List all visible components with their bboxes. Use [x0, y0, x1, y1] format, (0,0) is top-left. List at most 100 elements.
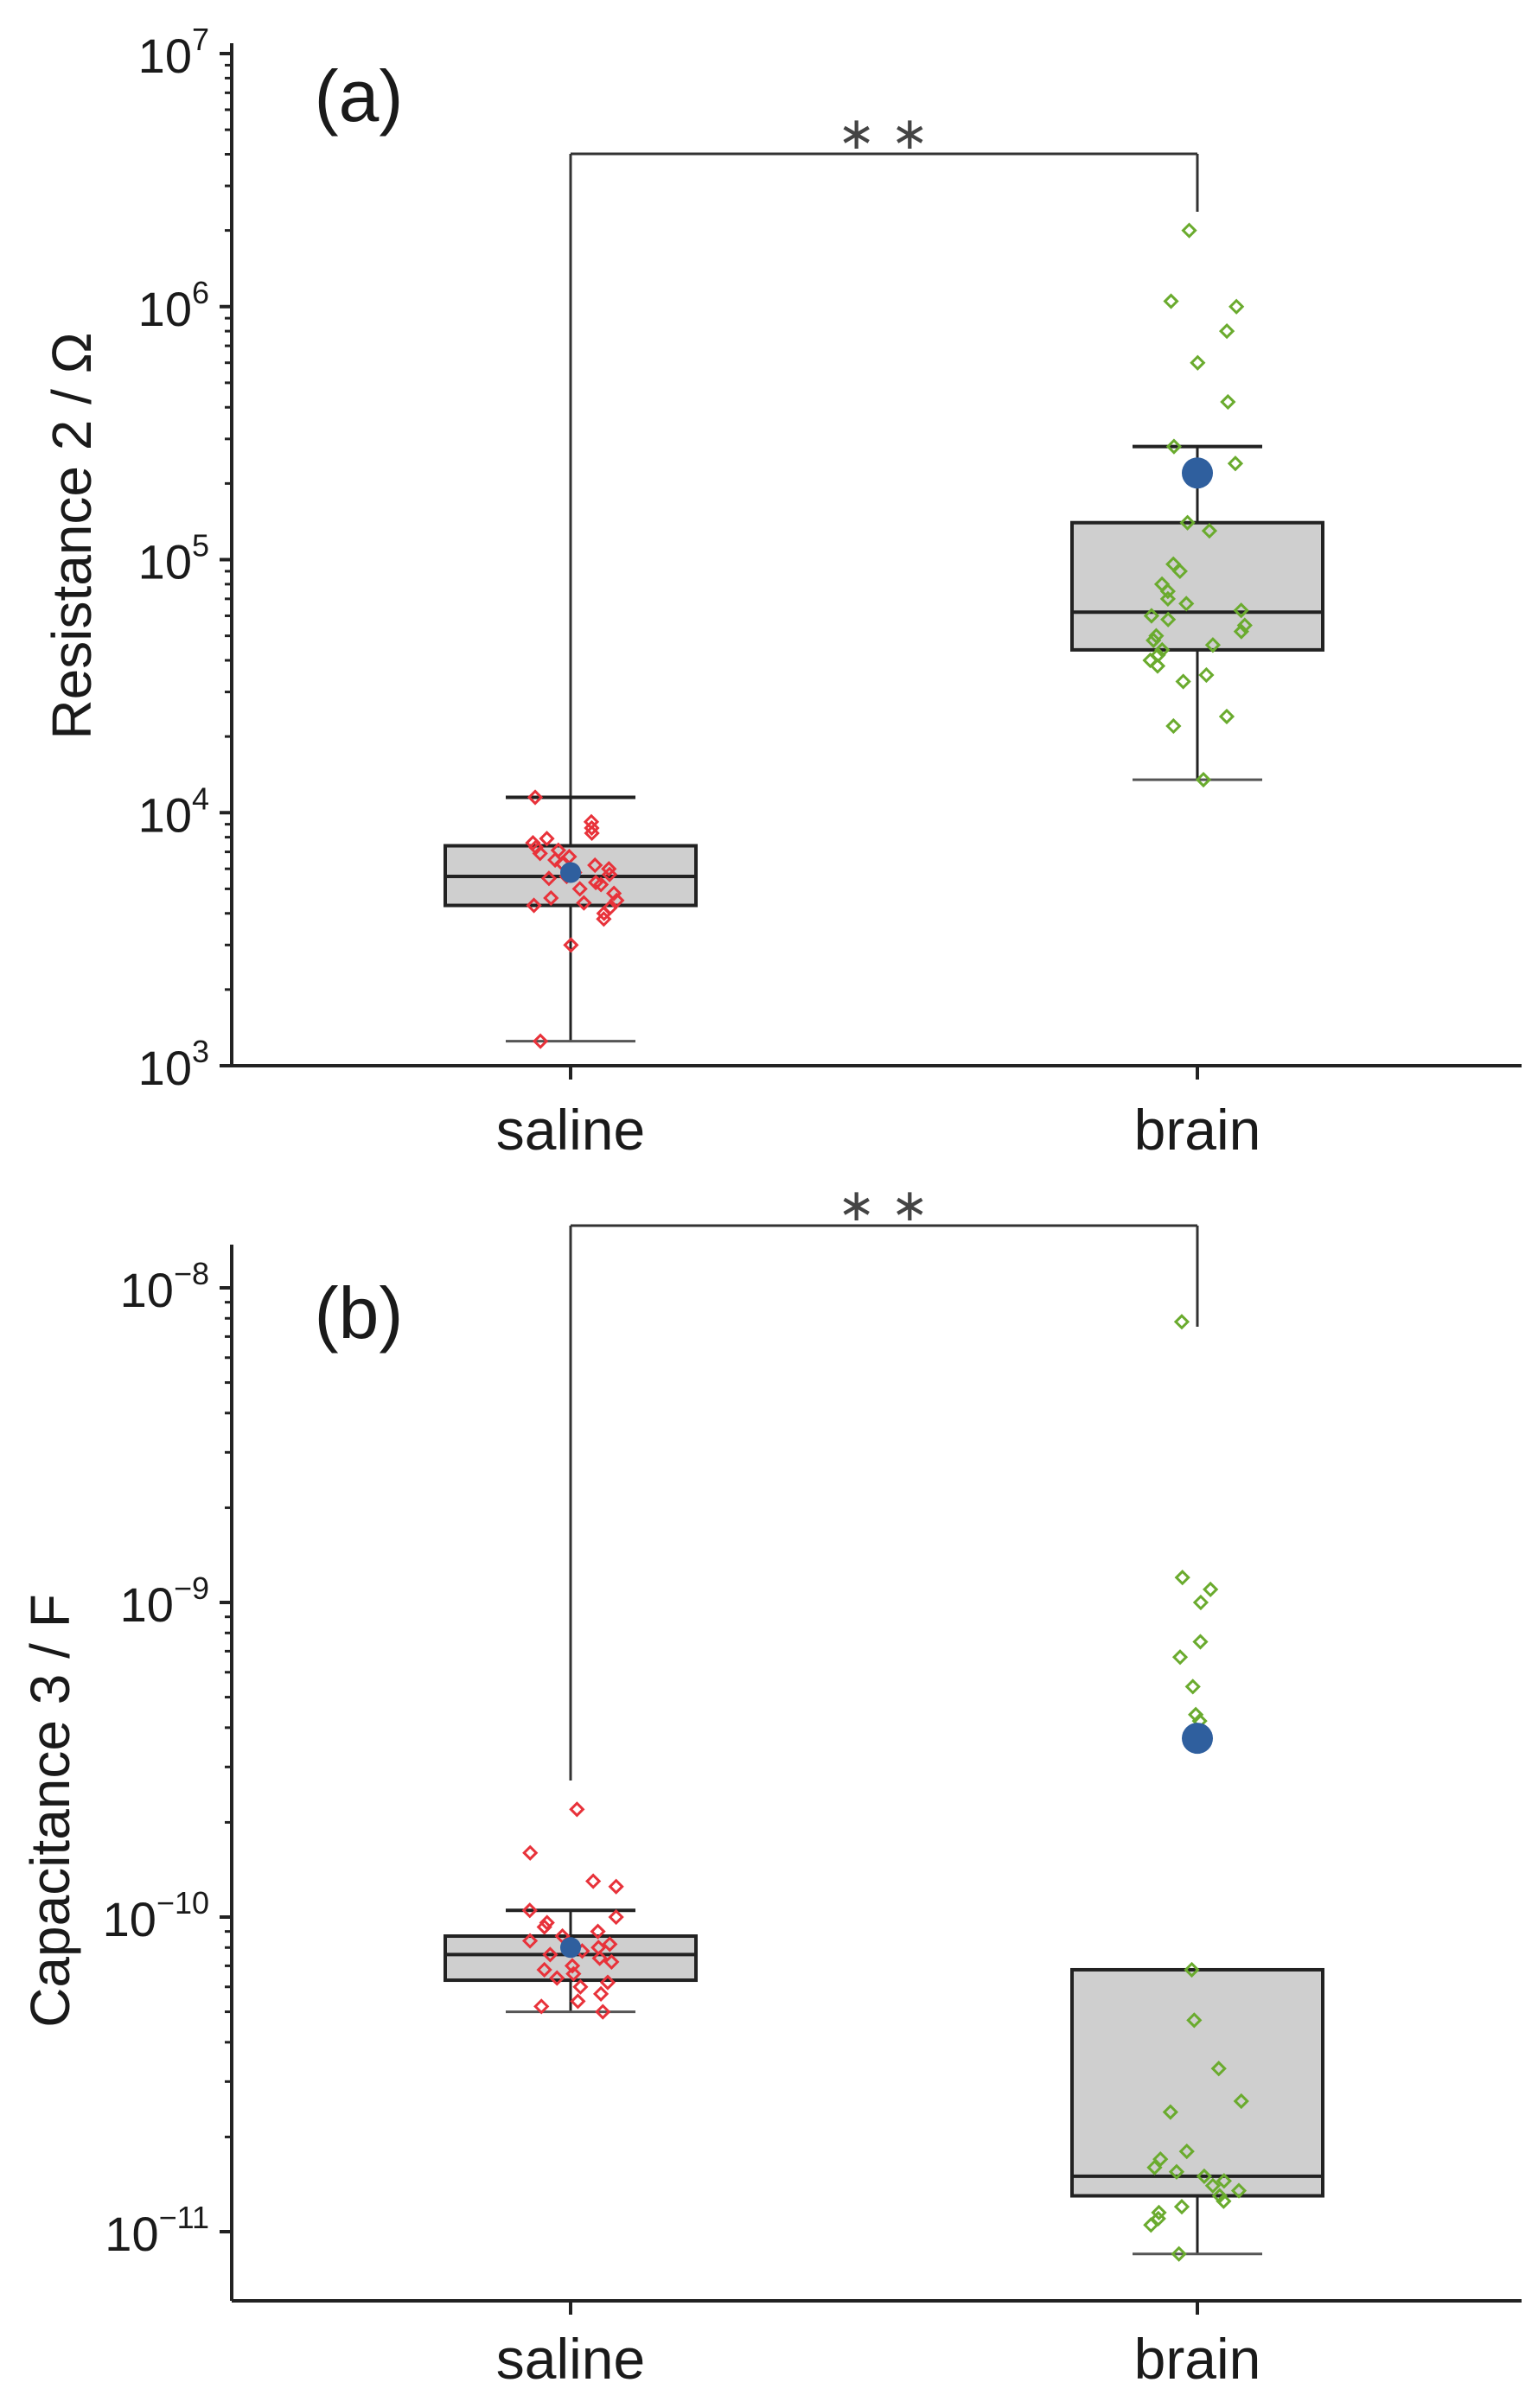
- y-tick-exponent: 4: [192, 780, 209, 816]
- data-point: [1171, 2246, 1187, 2262]
- data-point: [526, 789, 544, 806]
- data-point: [542, 1946, 558, 1963]
- data-point: [539, 1914, 555, 1931]
- box-iqr: [1070, 1967, 1324, 2198]
- x-tick-label-brain: brain: [1134, 1098, 1261, 1162]
- y-tick-exponent: 5: [192, 528, 209, 564]
- data-point: [1148, 627, 1165, 644]
- data-point: [576, 895, 592, 911]
- data-point: [1228, 298, 1245, 315]
- data-point: [1227, 455, 1244, 472]
- data-point: [590, 1923, 606, 1940]
- data-point: [1192, 1634, 1209, 1650]
- x-tick-label-saline: saline: [496, 1098, 645, 1162]
- data-point: [602, 900, 618, 916]
- data-point: [533, 1998, 550, 2015]
- data-point: [1210, 2061, 1227, 2077]
- y-tick-label: 10−10: [103, 1885, 209, 1946]
- y-tick-label: 10−9: [120, 1570, 209, 1632]
- data-point: [522, 1844, 539, 1861]
- data-point: [590, 1940, 607, 1956]
- data-point: [527, 839, 545, 856]
- data-point: [540, 870, 558, 887]
- significance-label: ∗∗: [838, 109, 944, 159]
- y-tick-exponent: 7: [192, 22, 209, 57]
- y-tick-exponent: 6: [192, 275, 209, 310]
- data-point: [1195, 771, 1212, 788]
- data-point: [1179, 514, 1196, 531]
- x-tick-label-brain: brain: [1134, 2327, 1261, 2391]
- data-point: [1203, 1581, 1219, 1598]
- data-point: [1233, 2093, 1249, 2110]
- data-point: [1153, 576, 1171, 592]
- data-point: [1152, 2150, 1169, 2168]
- mean-marker: [560, 862, 581, 883]
- data-point: [570, 1993, 586, 2010]
- y-tick-base: 10: [138, 535, 192, 589]
- data-point: [550, 842, 566, 858]
- y-tick-exponent: −8: [174, 1256, 209, 1291]
- y-tick-base: 10: [105, 2207, 158, 2261]
- box-group-saline: [444, 789, 698, 1049]
- data-point: [1178, 2143, 1195, 2160]
- data-point: [585, 1873, 602, 1889]
- y-tick-base: 10: [138, 282, 192, 336]
- data-point: [1146, 2159, 1163, 2175]
- data-point: [564, 1958, 581, 1974]
- data-point: [539, 831, 555, 847]
- data-point: [587, 857, 603, 874]
- y-tick-label: 104: [138, 780, 209, 842]
- data-point: [572, 1978, 589, 1995]
- data-point: [532, 845, 548, 862]
- data-point: [563, 937, 579, 953]
- y-tick-base: 10: [138, 1041, 192, 1095]
- data-point: [1150, 647, 1166, 663]
- data-point: [571, 881, 588, 897]
- data-point: [593, 876, 609, 893]
- panel-label: (b): [315, 1272, 404, 1354]
- data-point: [592, 1985, 609, 2002]
- data-point: [1159, 590, 1177, 607]
- data-point: [1173, 1314, 1190, 1330]
- data-point: [602, 1936, 618, 1953]
- data-point: [1186, 2012, 1203, 2029]
- y-tick-exponent: −9: [174, 1570, 209, 1606]
- data-point: [549, 1970, 565, 1986]
- data-point: [1236, 617, 1253, 634]
- data-point: [1154, 641, 1171, 659]
- y-tick-label: 10−8: [120, 1256, 209, 1317]
- data-point: [1163, 293, 1179, 309]
- data-point: [608, 1908, 624, 1926]
- data-point: [588, 874, 604, 891]
- data-point: [1171, 1649, 1189, 1666]
- data-point: [521, 1933, 539, 1949]
- y-tick-exponent: −11: [159, 2200, 209, 2235]
- data-point: [1220, 393, 1236, 411]
- panel-label: (a): [315, 55, 404, 137]
- data-point: [1218, 322, 1235, 340]
- data-point: [583, 813, 600, 830]
- y-axis-label: Capacitance 3 / F: [19, 1594, 81, 2028]
- data-point: [569, 1801, 585, 1818]
- box-group-brain: [1070, 222, 1324, 788]
- data-point: [1165, 556, 1182, 572]
- data-point: [603, 1953, 620, 1971]
- data-point: [1188, 1706, 1204, 1723]
- data-point: [547, 851, 564, 869]
- data-point: [1233, 602, 1249, 619]
- data-point: [1201, 523, 1218, 539]
- box-group-saline: [444, 1801, 698, 2020]
- data-point: [1160, 611, 1177, 627]
- data-point: [1175, 673, 1191, 690]
- y-tick-base: 10: [120, 1263, 174, 1317]
- box-iqr: [1070, 520, 1324, 652]
- y-tick-exponent: 3: [192, 1034, 209, 1069]
- y-tick-exponent: −10: [156, 1885, 209, 1921]
- data-point: [1174, 1570, 1190, 1586]
- data-point: [532, 1033, 549, 1049]
- data-point: [1198, 666, 1215, 684]
- data-point: [526, 897, 542, 914]
- y-tick-label: 10−11: [105, 2200, 209, 2261]
- data-point: [1184, 1679, 1201, 1695]
